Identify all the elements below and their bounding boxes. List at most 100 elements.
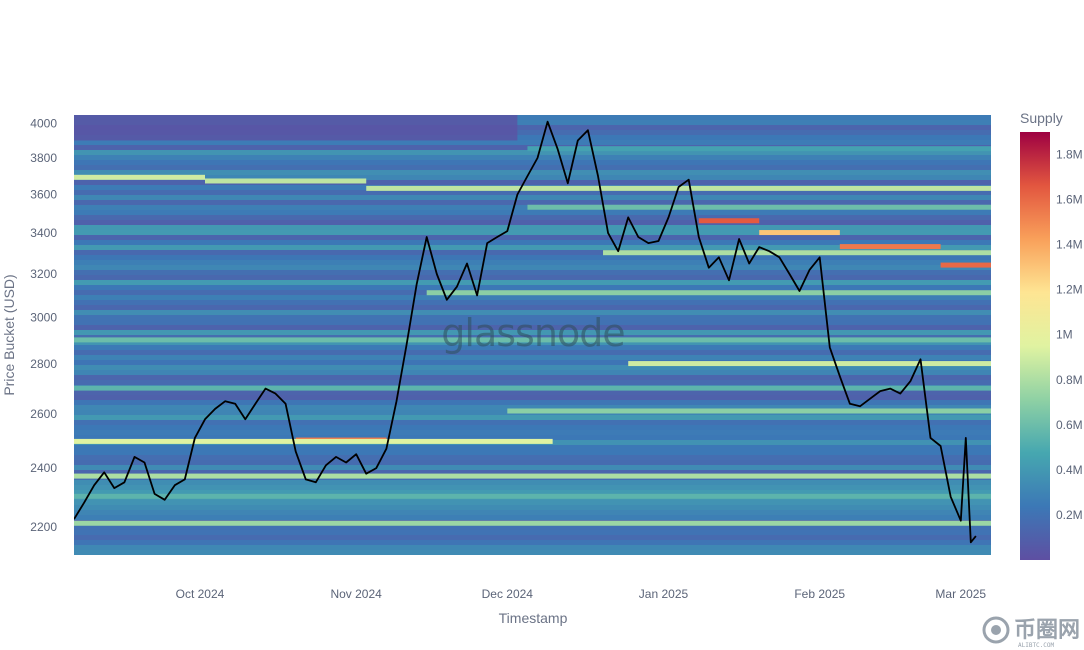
heatmap-cell — [74, 210, 991, 215]
supply-band — [839, 244, 941, 250]
heatmap-cell — [74, 135, 991, 140]
x-axis-title: Timestamp — [499, 610, 568, 626]
heatmap-cell — [74, 240, 991, 245]
heatmap-cell — [74, 320, 991, 325]
heatmap-cell — [74, 215, 991, 220]
supply-band — [205, 178, 367, 184]
supply-band — [74, 438, 553, 444]
heatmap-cell — [74, 510, 991, 515]
heatmap-cell — [74, 200, 991, 205]
y-tick-label: 2600 — [30, 407, 57, 421]
supply-band — [628, 361, 991, 367]
y-axis-ticks: 2200 2400 2600 2800 3000 3200 3400 3600 3800 4000 — [30, 116, 57, 533]
heatmap-cell — [74, 430, 991, 435]
glassnode-watermark: glassnode — [441, 311, 624, 355]
colorbar-tick-label: 0.2M — [1056, 508, 1083, 522]
brand-logo: 币圈网 ALIBTC.COM — [982, 616, 1080, 649]
heatmap-cell — [74, 275, 991, 280]
y-axis-title: Price Bucket (USD) — [1, 274, 17, 395]
supply-band — [74, 473, 991, 479]
heatmap-cell — [74, 490, 991, 495]
heatmap-cell — [74, 195, 991, 200]
heatmap-cell — [74, 480, 991, 485]
heatmap-cell — [74, 420, 991, 425]
heatmap-cell — [74, 405, 991, 410]
heatmap-cell — [74, 395, 991, 400]
supply-heatmap — [74, 115, 991, 555]
price-series-line — [74, 120, 977, 544]
supply-band — [74, 493, 991, 499]
heatmap-cell — [74, 305, 991, 310]
heatmap-cell — [74, 180, 991, 185]
supply-band — [759, 230, 840, 236]
colorbar-tick-label: 1.8M — [1056, 148, 1083, 162]
heatmap-cell — [74, 255, 991, 260]
x-tick-label: Jan 2025 — [639, 587, 689, 601]
heatmap-cell — [74, 245, 991, 250]
heatmap-cell — [74, 190, 991, 195]
heatmap-cell — [74, 280, 991, 285]
x-tick-label: Feb 2025 — [794, 587, 845, 601]
y-tick-label: 2800 — [30, 357, 57, 371]
x-tick-label: Dec 2024 — [482, 587, 534, 601]
heatmap-cell — [74, 530, 991, 535]
colorbar: Supply 0.2M 0.4M 0.6M 0.8M 1M 1.2M 1.4M 1.6M 1.8… — [1020, 110, 1083, 560]
heatmap-cell — [74, 425, 991, 430]
supply-band — [74, 520, 991, 526]
supply-band — [527, 204, 991, 210]
heatmap-cell — [74, 285, 991, 290]
brand-logo-icon — [982, 616, 1010, 644]
supply-band — [74, 174, 205, 180]
y-tick-label: 2200 — [30, 520, 57, 534]
heatmap-cell — [74, 125, 991, 130]
heatmap-cell — [74, 220, 991, 225]
heatmap-cell — [74, 330, 991, 335]
heatmap-cell — [74, 540, 991, 545]
colorbar-tick-label: 0.6M — [1056, 418, 1083, 432]
heatmap-cell — [74, 225, 991, 230]
colorbar-tick-label: 1.2M — [1056, 283, 1083, 297]
heatmap-cell — [74, 140, 991, 145]
x-axis-ticks: Oct 2024 Nov 2024 Dec 2024 Jan 2025 Feb 2025… — [176, 587, 987, 601]
heatmap-cell — [74, 150, 991, 155]
heatmap-cell — [74, 170, 991, 175]
y-tick-label: 4000 — [30, 116, 57, 130]
heatmap-cell — [74, 160, 991, 165]
heatmap-cell — [74, 345, 991, 350]
colorbar-gradient — [1020, 132, 1050, 560]
heatmap-cell — [74, 455, 991, 460]
heatmap-cell — [74, 230, 991, 235]
brand-sub: ALIBTC.COM — [1018, 642, 1055, 649]
colorbar-title: Supply — [1020, 110, 1063, 126]
heatmap-cell — [74, 500, 991, 505]
y-tick-label: 2400 — [30, 461, 57, 475]
colorbar-tick-label: 0.4M — [1056, 463, 1083, 477]
colorbar-tick-label: 1.6M — [1056, 193, 1083, 207]
heatmap-cell — [74, 545, 991, 550]
colorbar-tick-label: 1M — [1056, 328, 1073, 342]
heatmap-cell — [74, 465, 991, 470]
heatmap-cell — [74, 155, 991, 160]
heatmap-cell — [74, 115, 518, 141]
heatmap-cell — [74, 130, 991, 135]
heatmap-cell — [74, 415, 991, 420]
heatmap-cell — [74, 435, 991, 440]
supply-band — [74, 337, 991, 343]
y-tick-label: 3600 — [30, 187, 57, 201]
heatmap-cell — [74, 295, 991, 300]
heatmap-cell — [74, 300, 991, 305]
heatmap-cell — [74, 515, 991, 520]
x-tick-label: Mar 2025 — [935, 587, 986, 601]
heatmap-cell — [74, 260, 991, 265]
colorbar-ticks: 0.2M 0.4M 0.6M 0.8M 1M 1.2M 1.4M 1.6M 1.8M — [1056, 148, 1083, 522]
heatmap-cell — [74, 265, 991, 270]
x-tick-label: Nov 2024 — [330, 587, 382, 601]
y-tick-label: 3400 — [30, 226, 57, 240]
heatmap-cell — [74, 355, 991, 360]
heatmap-cell — [74, 470, 991, 475]
heatmap-cell — [74, 175, 991, 180]
supply-band — [74, 385, 991, 391]
heatmap-cell — [74, 450, 991, 455]
supply-band — [698, 218, 760, 224]
